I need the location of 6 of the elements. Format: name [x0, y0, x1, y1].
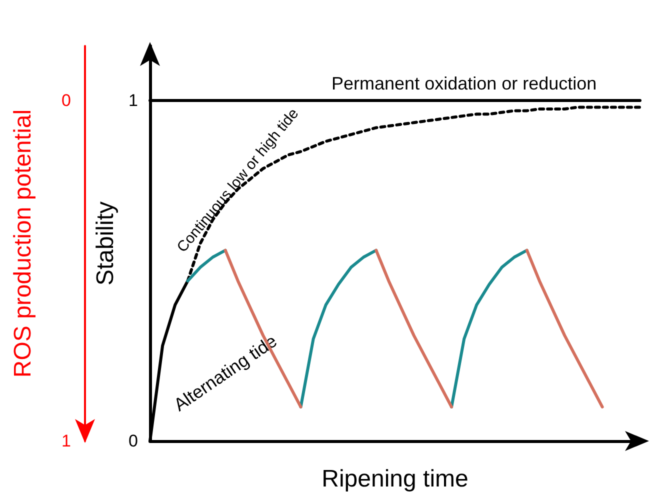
y2-axis-title: ROS production potential [10, 109, 36, 378]
y2-tick-label: 0 [62, 90, 71, 110]
y2-tick-label: 1 [62, 432, 71, 450]
x-axis-title: Ripening time [322, 466, 468, 492]
series-label: Permanent oxidation or reduction [332, 73, 597, 94]
y-axis-title: Stability [92, 201, 120, 286]
